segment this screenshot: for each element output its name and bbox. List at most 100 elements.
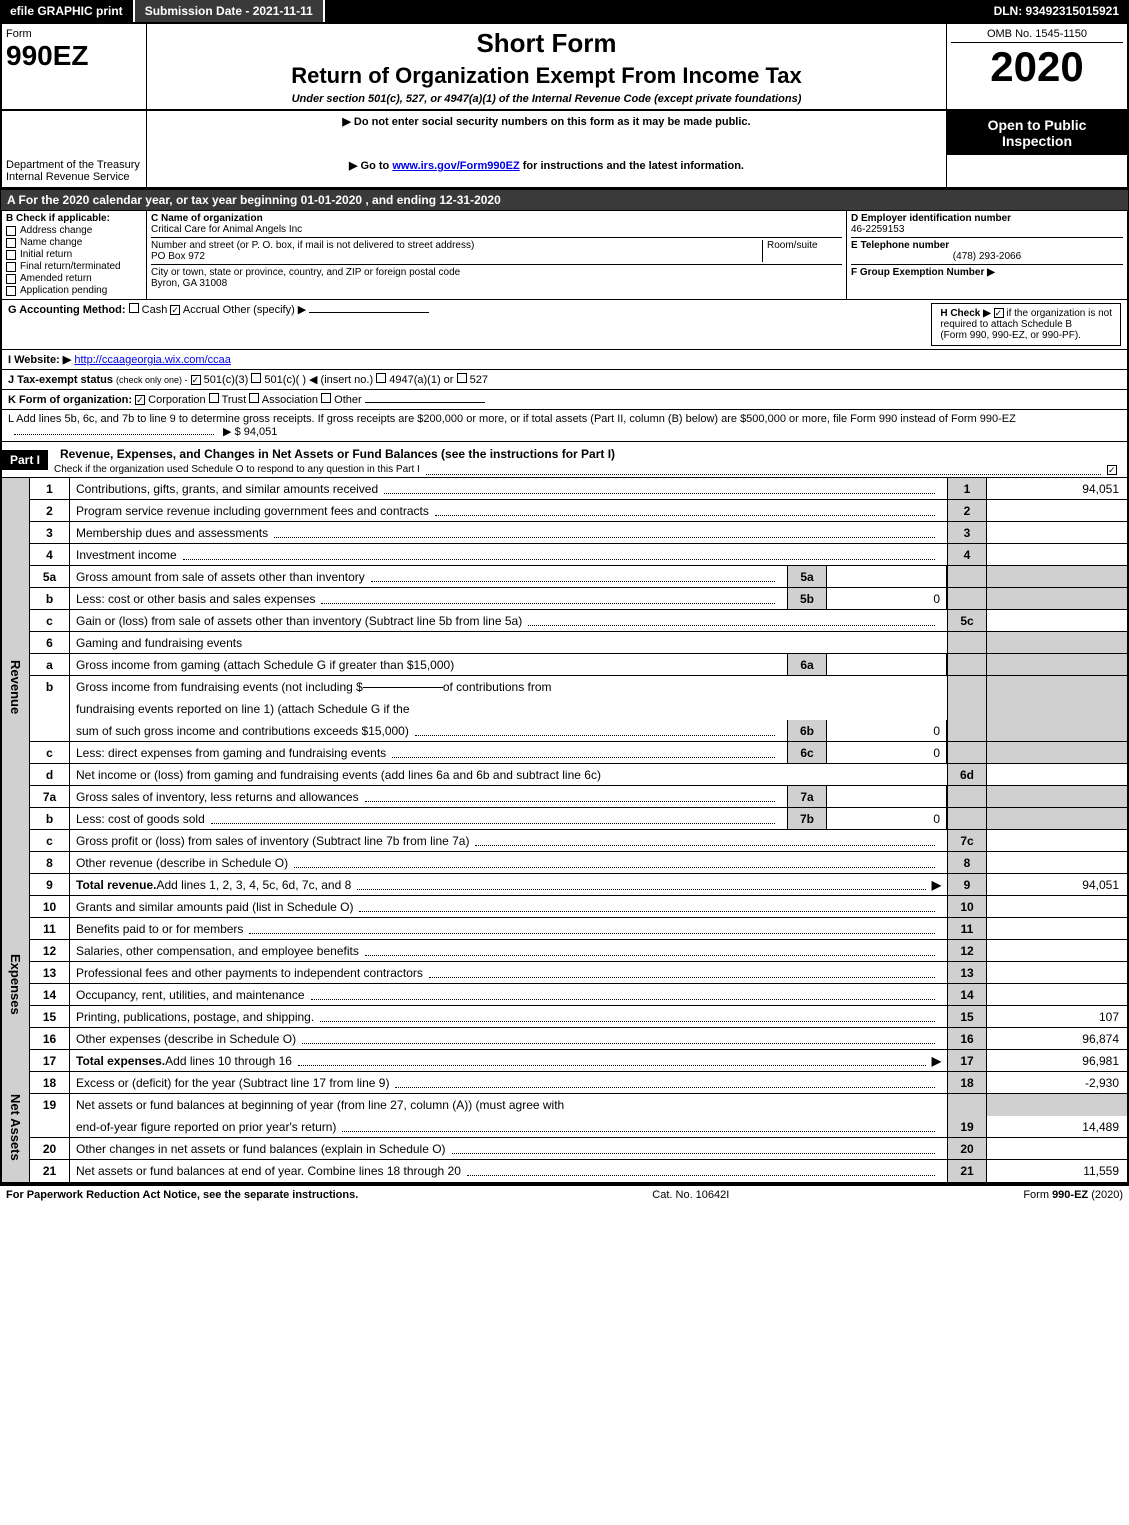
do-not-enter: ▶ Do not enter social security numbers o…	[147, 111, 947, 155]
line-21: 21 Net assets or fund balances at end of…	[30, 1160, 1127, 1182]
under-section: Under section 501(c), 527, or 4947(a)(1)…	[151, 93, 942, 105]
efile-label: efile GRAPHIC print	[0, 0, 135, 22]
cb-accrual[interactable]	[170, 305, 180, 315]
cb-assoc[interactable]	[249, 393, 259, 403]
amount-16: 96,874	[987, 1028, 1127, 1049]
omb-number: OMB No. 1545-1150	[951, 28, 1123, 43]
line-19a: 19 Net assets or fund balances at beginn…	[30, 1094, 1127, 1116]
section-h: H Check ▶ if the organization is not req…	[931, 303, 1121, 346]
cb-h[interactable]	[994, 308, 1004, 318]
expenses-section: Expenses 10 Grants and similar amounts p…	[0, 896, 1129, 1072]
amount-19: 14,489	[987, 1116, 1127, 1137]
cb-trust[interactable]	[209, 393, 219, 403]
part1-label: Part I	[2, 450, 48, 470]
line-9: 9 Total revenue. Add lines 1, 2, 3, 4, 5…	[30, 874, 1127, 896]
open-public: Open to Public Inspection	[947, 111, 1127, 155]
header-left: Form 990EZ	[2, 24, 147, 109]
line-18: 18 Excess or (deficit) for the year (Sub…	[30, 1072, 1127, 1094]
c-name-label: C Name of organization	[151, 213, 842, 224]
amount-15: 107	[987, 1006, 1127, 1027]
irs-label: Internal Revenue Service	[6, 171, 130, 183]
line-6d: d Net income or (loss) from gaming and f…	[30, 764, 1127, 786]
tab-revenue: Revenue	[2, 478, 30, 896]
line-6b-part3: sum of such gross income and contributio…	[30, 720, 1127, 742]
header-right: OMB No. 1545-1150 2020	[947, 24, 1127, 109]
paperwork-notice: For Paperwork Reduction Act Notice, see …	[6, 1189, 358, 1201]
line-5c: c Gain or (loss) from sale of assets oth…	[30, 610, 1127, 632]
line-20: 20 Other changes in net assets or fund b…	[30, 1138, 1127, 1160]
short-form-title: Short Form	[151, 28, 942, 59]
return-title: Return of Organization Exempt From Incom…	[151, 63, 942, 89]
tab-netassets: Net Assets	[2, 1072, 30, 1182]
section-l: L Add lines 5b, 6c, and 7b to line 9 to …	[0, 410, 1129, 442]
i-label: I Website: ▶	[8, 354, 71, 366]
line-6c: c Less: direct expenses from gaming and …	[30, 742, 1127, 764]
netassets-section: Net Assets 18 Excess or (deficit) for th…	[0, 1072, 1129, 1184]
cb-name-change[interactable]: Name change	[6, 237, 142, 248]
part1-check-text: Check if the organization used Schedule …	[54, 464, 420, 475]
c-street-label: Number and street (or P. O. box, if mail…	[151, 240, 762, 251]
cb-other-org[interactable]	[321, 393, 331, 403]
l-amount: $ 94,051	[235, 426, 278, 438]
part1-title: Revenue, Expenses, and Changes in Net As…	[54, 444, 1121, 464]
cb-amended-return[interactable]: Amended return	[6, 273, 142, 284]
section-j: J Tax-exempt status (check only one) - 5…	[0, 370, 1129, 390]
line-8: 8 Other revenue (describe in Schedule O)…	[30, 852, 1127, 874]
l-text: L Add lines 5b, 6c, and 7b to line 9 to …	[8, 413, 1016, 425]
dept-label: Department of the Treasury	[6, 159, 140, 171]
form-number: 990EZ	[6, 40, 142, 72]
line-6b-part1: b Gross income from fundraising events (…	[30, 676, 1127, 698]
c-room-label: Room/suite	[767, 240, 842, 251]
section-c: C Name of organization Critical Care for…	[147, 211, 847, 299]
amount-9: 94,051	[987, 874, 1127, 895]
section-k: K Form of organization: Corporation Trus…	[0, 390, 1129, 410]
cb-4947[interactable]	[376, 373, 386, 383]
cb-address-change[interactable]: Address change	[6, 225, 142, 236]
tab-expenses: Expenses	[2, 896, 30, 1072]
part1-header-row: Part I Revenue, Expenses, and Changes in…	[0, 442, 1129, 478]
e-label: E Telephone number	[851, 240, 1123, 251]
cb-501c[interactable]	[251, 373, 261, 383]
k-label: K Form of organization:	[8, 394, 132, 406]
line-5b: b Less: cost or other basis and sales ex…	[30, 588, 1127, 610]
cb-application-pending[interactable]: Application pending	[6, 285, 142, 296]
line-7b: b Less: cost of goods sold 7b 0	[30, 808, 1127, 830]
form-header: Form 990EZ Short Form Return of Organiza…	[0, 22, 1129, 111]
section-a: A For the 2020 calendar year, or tax yea…	[0, 189, 1129, 211]
instruction-row-1: ▶ Do not enter social security numbers o…	[0, 111, 1129, 155]
d-label: D Employer identification number	[851, 213, 1123, 224]
telephone: (478) 293-2066	[851, 251, 1123, 262]
org-name: Critical Care for Animal Angels Inc	[151, 224, 842, 235]
form-ref: Form 990-EZ (2020)	[1023, 1189, 1123, 1201]
irs-link[interactable]: www.irs.gov/Form990EZ	[392, 160, 519, 172]
org-street: PO Box 972	[151, 251, 762, 262]
g-other: Other (specify) ▶	[223, 304, 307, 316]
cb-cash[interactable]	[129, 303, 139, 313]
go-to-instruction: ▶ Go to www.irs.gov/Form990EZ for instru…	[147, 155, 947, 187]
line-10: 10 Grants and similar amounts paid (list…	[30, 896, 1127, 918]
j-label: J Tax-exempt status	[8, 374, 113, 386]
amount-21: 11,559	[987, 1160, 1127, 1182]
top-bar: efile GRAPHIC print Submission Date - 20…	[0, 0, 1129, 22]
instruction-right-blank	[947, 155, 1127, 187]
line-2: 2 Program service revenue including gove…	[30, 500, 1127, 522]
cb-part1-scheduleo[interactable]	[1107, 465, 1117, 475]
amount-1: 94,051	[987, 478, 1127, 499]
line-3: 3 Membership dues and assessments 3	[30, 522, 1127, 544]
cb-527[interactable]	[457, 373, 467, 383]
line-4: 4 Investment income 4	[30, 544, 1127, 566]
cb-corp[interactable]	[135, 395, 145, 405]
instruction-left-blank	[2, 111, 147, 155]
cb-final-return[interactable]: Final return/terminated	[6, 261, 142, 272]
cb-501c3[interactable]	[191, 375, 201, 385]
line-6a: a Gross income from gaming (attach Sched…	[30, 654, 1127, 676]
website-link[interactable]: http://ccaageorgia.wix.com/ccaa	[74, 354, 231, 366]
dept-treasury: Department of the Treasury Internal Reve…	[2, 155, 147, 187]
section-def: D Employer identification number 46-2259…	[847, 211, 1127, 299]
line-1: 1 Contributions, gifts, grants, and simi…	[30, 478, 1127, 500]
form-label: Form	[6, 28, 142, 40]
section-b: B Check if applicable: Address change Na…	[2, 211, 147, 299]
line-16: 16 Other expenses (describe in Schedule …	[30, 1028, 1127, 1050]
cb-initial-return[interactable]: Initial return	[6, 249, 142, 260]
instruction-row-2: Department of the Treasury Internal Reve…	[0, 155, 1129, 189]
